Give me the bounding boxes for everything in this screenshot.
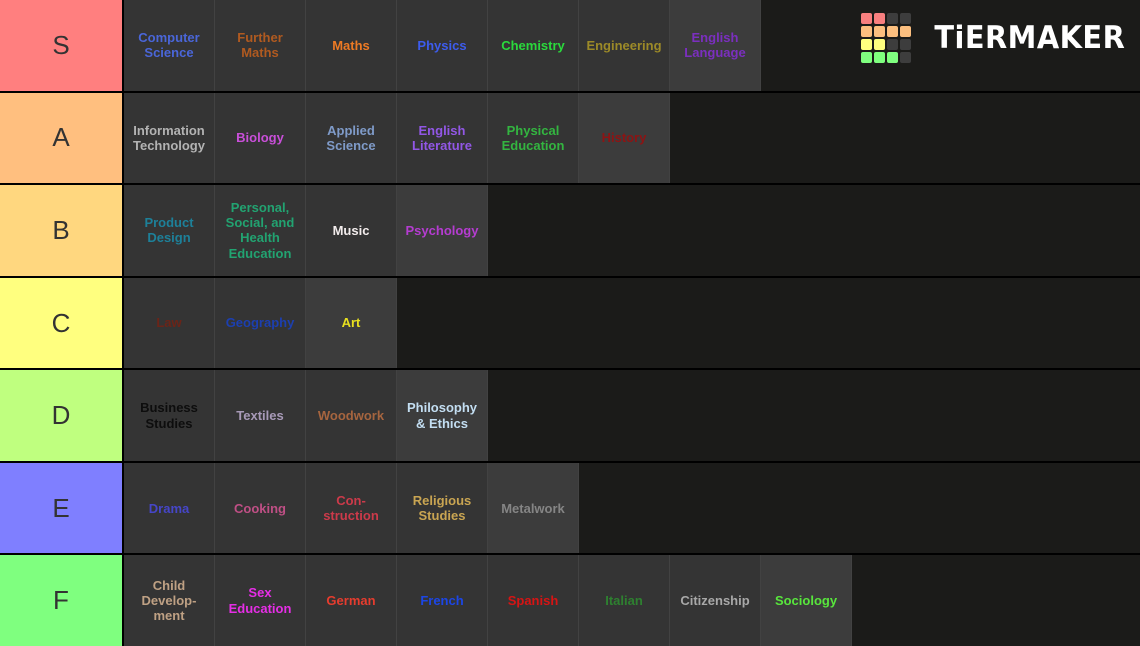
tiermaker-logo-grid-icon bbox=[860, 13, 911, 63]
tier-item[interactable]: Art bbox=[306, 277, 397, 369]
tiermaker-logo-text: TiERMAKER bbox=[934, 20, 1125, 56]
tier-item[interactable]: Product Design bbox=[124, 185, 215, 276]
tier-item[interactable]: Information Technology bbox=[124, 92, 215, 184]
logo-grid-square bbox=[860, 26, 872, 37]
tier-item[interactable]: Con- struction bbox=[306, 462, 397, 554]
tier-label-b[interactable]: B bbox=[0, 185, 124, 276]
tier-item[interactable]: Geography bbox=[215, 277, 306, 369]
tier-item[interactable]: Maths bbox=[306, 0, 397, 91]
tier-item[interactable]: Business Studies bbox=[124, 370, 215, 461]
tier-item[interactable]: Engineering bbox=[579, 0, 670, 91]
logo-grid-square bbox=[873, 39, 885, 50]
logo-grid-square bbox=[886, 39, 898, 50]
tier-row-c: C Law Geography Art bbox=[0, 277, 1140, 369]
tier-item[interactable]: Citizenship bbox=[670, 555, 761, 646]
tier-item[interactable]: Metalwork bbox=[488, 462, 579, 554]
tier-item[interactable]: Law bbox=[124, 277, 215, 369]
logo-grid-square bbox=[899, 13, 911, 24]
tier-row-items-area: Law Geography Art bbox=[124, 277, 1140, 369]
tier-item[interactable]: Music bbox=[306, 185, 397, 276]
tier-row-items-area: Business Studies Textiles Woodwork Philosop… bbox=[124, 370, 1140, 461]
logo-grid-square bbox=[899, 39, 911, 50]
tier-item[interactable]: History bbox=[579, 92, 670, 184]
tier-item[interactable]: Computer Science bbox=[124, 0, 215, 91]
tier-item[interactable]: Chemistry bbox=[488, 0, 579, 91]
tier-item[interactable]: German bbox=[306, 555, 397, 646]
tier-item[interactable]: Physical Education bbox=[488, 92, 579, 184]
tier-item[interactable]: English Literature bbox=[397, 92, 488, 184]
tier-label-e[interactable]: E bbox=[0, 462, 124, 554]
tier-item[interactable]: Psychology bbox=[397, 185, 488, 276]
logo-grid-square bbox=[860, 13, 872, 24]
logo-grid-square bbox=[886, 26, 898, 37]
tier-item[interactable]: Child Develop- ment bbox=[124, 555, 215, 646]
tier-item[interactable]: Philosophy & Ethics bbox=[397, 370, 488, 461]
logo-grid-square bbox=[860, 52, 872, 63]
tier-row-items-area: Information Technology Biology Applied Sci… bbox=[124, 92, 1140, 184]
tier-label-s[interactable]: S bbox=[0, 0, 124, 91]
tier-item[interactable]: Drama bbox=[124, 462, 215, 554]
logo-grid-square bbox=[873, 52, 885, 63]
tier-item[interactable]: Italian bbox=[579, 555, 670, 646]
tier-row-a: A Information Technology Biology Applied Sc… bbox=[0, 92, 1140, 184]
tier-label-a[interactable]: A bbox=[0, 92, 124, 184]
tier-item[interactable]: Further Maths bbox=[215, 0, 306, 91]
tier-row-items-area: Product Design Personal, Social, and Heal… bbox=[124, 185, 1140, 276]
logo-grid-square bbox=[873, 13, 885, 24]
tier-row-items-area: Child Develop- ment Sex Education German Fr… bbox=[124, 555, 1140, 646]
tier-item[interactable]: Physics bbox=[397, 0, 488, 91]
tier-label-d[interactable]: D bbox=[0, 370, 124, 461]
tier-row-f: F Child Develop- ment Sex Education German F… bbox=[0, 555, 1140, 646]
tier-row-items-area: Computer Science Further Maths Maths Physic… bbox=[124, 0, 1140, 91]
tier-row-d: D Business Studies Textiles Woodwork Philoso… bbox=[0, 370, 1140, 461]
tier-item[interactable]: Spanish bbox=[488, 555, 579, 646]
tier-row-items-area: Drama Cooking Con- struction Religious Stud… bbox=[124, 462, 1140, 554]
tier-item[interactable]: Sociology bbox=[761, 555, 852, 646]
tier-item[interactable]: Applied Science bbox=[306, 92, 397, 184]
logo-grid-square bbox=[873, 26, 885, 37]
logo-grid-square bbox=[899, 52, 911, 63]
tier-label-f[interactable]: F bbox=[0, 555, 124, 646]
tiermaker-logo: TiERMAKER bbox=[860, 13, 1125, 63]
tier-item[interactable]: Sex Education bbox=[215, 555, 306, 646]
tier-item[interactable]: Personal, Social, and Health Education bbox=[215, 185, 306, 276]
tier-item[interactable]: Textiles bbox=[215, 370, 306, 461]
logo-grid-square bbox=[860, 39, 872, 50]
tier-row-e: E Drama Cooking Con- struction Religious Stu… bbox=[0, 462, 1140, 554]
tier-row-s: S Computer Science Further Maths Maths Physi… bbox=[0, 0, 1140, 91]
logo-grid-square bbox=[886, 52, 898, 63]
tier-item[interactable]: Biology bbox=[215, 92, 306, 184]
tier-item[interactable]: Woodwork bbox=[306, 370, 397, 461]
tier-row-b: B Product Design Personal, Social, and Hea… bbox=[0, 185, 1140, 276]
logo-grid-square bbox=[899, 26, 911, 37]
tier-item[interactable]: Religious Studies bbox=[397, 462, 488, 554]
tier-item[interactable]: English Language bbox=[670, 0, 761, 91]
logo-grid-square bbox=[886, 13, 898, 24]
tier-item[interactable]: Cooking bbox=[215, 462, 306, 554]
tier-label-c[interactable]: C bbox=[0, 277, 124, 369]
tier-item[interactable]: French bbox=[397, 555, 488, 646]
